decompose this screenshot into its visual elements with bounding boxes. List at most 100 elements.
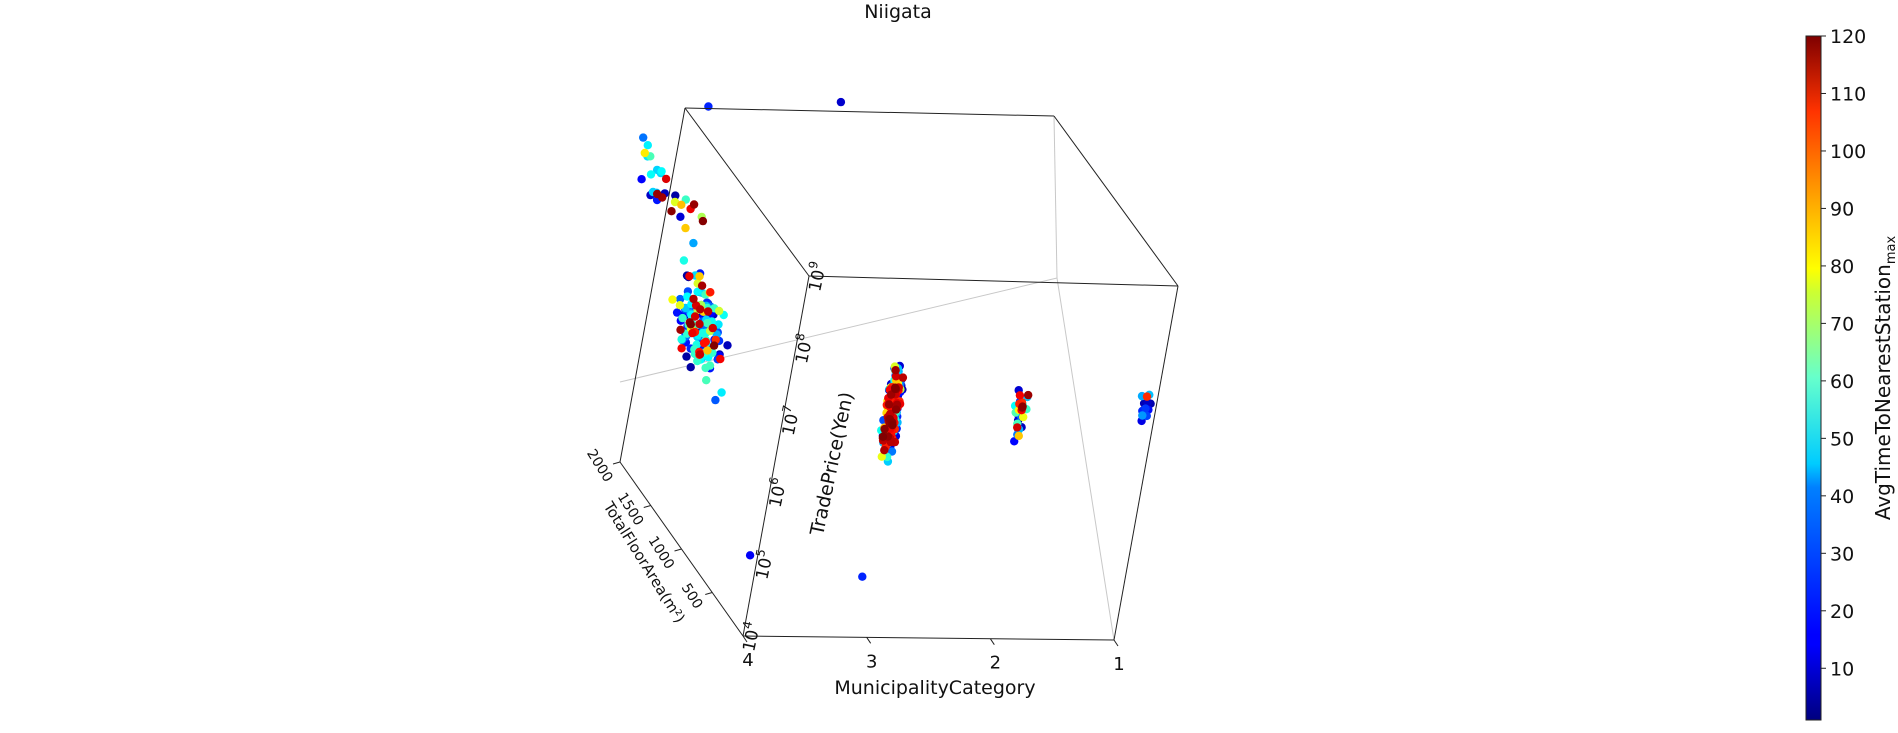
x-axis-ticks: 4 3 2 1 <box>742 635 1125 675</box>
scatter-points <box>637 97 1155 581</box>
data-point <box>717 388 726 397</box>
data-point <box>891 372 901 381</box>
front-edge-top-right <box>1053 115 1179 287</box>
data-point <box>639 133 648 142</box>
data-point <box>702 376 711 385</box>
data-point <box>690 312 700 321</box>
data-point <box>891 383 900 392</box>
front-edge-back-left-vertical <box>619 107 686 463</box>
x-tick-label: 2 <box>990 653 1001 674</box>
z-tick-label: 107 <box>775 404 805 438</box>
data-point <box>858 572 867 581</box>
y-tick-mark <box>643 505 651 508</box>
data-point <box>688 328 697 338</box>
data-point <box>675 301 685 310</box>
colorbar-label: AvgTimeToNearestStationmax <box>1871 236 1898 521</box>
colorbar-tick-label: 40 <box>1830 486 1854 508</box>
data-point <box>685 272 694 281</box>
front-edge-front-left-vertical <box>742 275 810 637</box>
colorbar-tick-label: 100 <box>1830 141 1866 163</box>
back-edge-2 <box>1056 277 1115 641</box>
x-tick-mark <box>1113 639 1119 647</box>
z-axis-label: TradePrice(Yen) <box>806 390 858 538</box>
z-tick-base: 10 <box>752 556 776 581</box>
data-point <box>698 328 707 338</box>
data-point <box>637 175 646 184</box>
colorbar-tick-label: 20 <box>1830 601 1854 623</box>
z-tick-base: 10 <box>739 628 763 653</box>
data-point <box>716 354 725 364</box>
colorbar-tick-label: 70 <box>1830 313 1854 335</box>
data-point <box>679 256 689 265</box>
data-point <box>695 350 705 359</box>
z-tick-label: 104 <box>735 620 765 654</box>
box-front-edges <box>619 107 1179 641</box>
data-point <box>646 170 656 179</box>
z-tick-label: 108 <box>788 332 818 366</box>
data-point <box>1141 404 1150 413</box>
data-point <box>689 294 698 304</box>
data-point <box>877 452 886 461</box>
x-tick-label: 4 <box>742 650 753 671</box>
data-point <box>698 216 708 226</box>
front-edge-front-right-vertical <box>1113 285 1179 641</box>
front-edge-floor-front <box>742 635 1115 641</box>
data-point <box>898 373 908 382</box>
colorbar-label-sub: max <box>1884 236 1898 265</box>
data-point <box>705 361 715 370</box>
data-point <box>1014 431 1023 441</box>
data-point <box>709 341 719 350</box>
data-point <box>640 148 649 158</box>
data-point <box>695 319 704 329</box>
data-point <box>689 238 698 248</box>
data-point <box>891 405 901 414</box>
data-point <box>708 323 717 333</box>
data-point <box>880 424 889 434</box>
x-tick-mark <box>742 635 748 643</box>
z-tick-exponent: 7 <box>779 404 794 414</box>
colorbar-ticks: 10 20 30 40 50 60 70 80 90 100 110 120 <box>1821 26 1866 680</box>
data-point <box>884 400 894 409</box>
data-point <box>703 307 713 316</box>
data-point <box>653 189 662 199</box>
colorbar-tick-label: 110 <box>1830 83 1866 105</box>
data-point <box>661 174 671 184</box>
z-tick-base: 10 <box>792 340 816 365</box>
data-point <box>677 335 686 344</box>
colorbar-tick-label: 120 <box>1830 26 1866 48</box>
data-point <box>677 344 686 353</box>
data-point <box>670 197 680 207</box>
z-tick-exponent: 9 <box>806 260 821 270</box>
data-point <box>1138 411 1147 420</box>
data-point <box>697 281 707 290</box>
data-point <box>887 447 897 456</box>
x-tick-label: 1 <box>1113 654 1124 675</box>
data-point <box>668 295 677 304</box>
data-point <box>667 207 676 216</box>
front-edge-top-front <box>808 275 1179 287</box>
data-point <box>696 305 705 314</box>
data-point <box>703 346 712 355</box>
data-point <box>878 432 888 441</box>
z-tick-base: 10 <box>805 268 829 293</box>
data-point <box>676 212 685 221</box>
data-point <box>672 308 682 317</box>
colorbar-tick-label: 50 <box>1830 428 1854 450</box>
data-point <box>671 191 680 200</box>
data-point <box>1019 412 1028 422</box>
y-tick-mark <box>612 461 621 465</box>
data-point <box>714 306 724 316</box>
x-tick-label: 3 <box>866 651 877 672</box>
data-point <box>701 337 710 346</box>
z-tick-label: 109 <box>801 260 831 294</box>
data-point <box>695 272 704 281</box>
data-point <box>677 200 686 209</box>
data-point <box>888 420 897 430</box>
back-edge-3 <box>1053 115 1058 279</box>
data-point <box>689 200 699 209</box>
colorbar-tick-label: 10 <box>1830 658 1854 680</box>
data-point <box>682 352 691 361</box>
